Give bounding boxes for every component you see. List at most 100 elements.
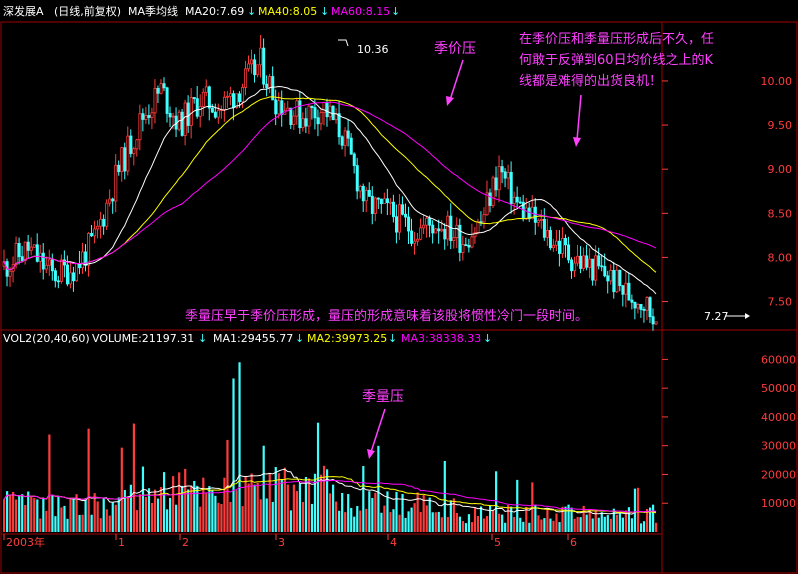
- volume-bar-down: [621, 517, 624, 532]
- candle-down: [304, 118, 308, 127]
- volume-bar-down: [543, 518, 546, 532]
- candle-up: [422, 224, 426, 229]
- candle-up: [645, 297, 649, 311]
- candle-down: [431, 224, 435, 234]
- volume-bar-up: [256, 482, 259, 532]
- candle-up: [413, 240, 417, 244]
- price-tick-label: 9.00: [768, 163, 793, 176]
- volume-bar-up: [15, 499, 18, 532]
- candle-down: [621, 285, 625, 295]
- candle-down: [117, 164, 121, 173]
- candle-down: [274, 99, 278, 115]
- volume-bar-down: [371, 498, 374, 532]
- candle-down: [123, 147, 127, 172]
- candle-down: [564, 237, 568, 246]
- volume-bar-up: [184, 468, 187, 532]
- volume-bar-up: [135, 510, 139, 532]
- volume-bar-down: [274, 467, 277, 532]
- volume-bar-up: [229, 502, 232, 532]
- volume-bar-down: [123, 490, 126, 532]
- price-tick-label: 9.50: [768, 119, 793, 132]
- candle-up: [524, 207, 528, 220]
- candle-up: [473, 232, 477, 238]
- volume-bar-up: [190, 485, 193, 532]
- volume-bar-down: [304, 476, 308, 532]
- candle-up: [38, 252, 42, 262]
- volume-bar-down: [208, 486, 211, 532]
- volume-tick-label: 10000: [761, 497, 796, 510]
- vol-ma3-arrow: ↓: [483, 332, 492, 345]
- candle-up: [624, 282, 628, 295]
- volume-pressure-label: 季量压: [362, 389, 404, 405]
- volume-bars: [3, 362, 658, 532]
- candle-up: [382, 198, 386, 205]
- ma40-arrow: ↓: [320, 5, 329, 18]
- candle-down: [395, 216, 399, 233]
- candle-down: [642, 309, 646, 311]
- candle-down: [289, 107, 293, 125]
- vol-ma2-value: MA2:39973.25: [307, 332, 387, 345]
- chart-frame: [0, 21, 798, 574]
- candle-down: [558, 240, 562, 254]
- candle-up: [150, 112, 154, 118]
- candle-up: [373, 197, 377, 214]
- candle-down: [355, 165, 359, 192]
- candle-down: [567, 244, 571, 261]
- volume-bar-up: [220, 504, 223, 532]
- candle-up: [482, 214, 486, 223]
- candle-up: [132, 148, 136, 154]
- candle-down: [648, 297, 652, 318]
- candle-up: [545, 230, 549, 238]
- volume-bar-up: [114, 504, 117, 532]
- price-pressure-label: 季价压: [434, 41, 476, 57]
- candle-down: [310, 105, 314, 109]
- vol-ma1-value: MA1:29455.77: [213, 332, 293, 345]
- candle-down: [606, 275, 610, 282]
- volume-bar-down: [181, 485, 184, 532]
- volume-bar-up: [93, 493, 96, 532]
- volume-bar-up: [223, 477, 226, 532]
- volume-bar-down: [467, 514, 471, 532]
- candle-up: [440, 228, 444, 232]
- volume-bar-up: [202, 477, 205, 532]
- candle-up: [153, 88, 157, 114]
- candle-up: [99, 218, 103, 227]
- candle-up: [573, 262, 577, 272]
- candle-up: [582, 255, 586, 269]
- volume-bar-down: [21, 494, 24, 532]
- candle-up: [539, 218, 543, 221]
- volume-bar-up: [96, 501, 99, 532]
- volume-bar-up: [259, 499, 262, 532]
- volume-bar-down: [516, 479, 519, 532]
- volume-bar-up: [39, 518, 42, 532]
- candle-down: [428, 217, 432, 226]
- volume-bar-down: [479, 506, 483, 532]
- volume-bar-down: [347, 494, 350, 532]
- volume-bar-down: [169, 497, 172, 532]
- volume-bar-down: [27, 491, 30, 532]
- volume-bar-up: [425, 505, 428, 532]
- candle-down: [376, 197, 380, 200]
- volume-bar-down: [72, 499, 75, 532]
- candle-up: [434, 228, 438, 234]
- candle-up: [120, 147, 124, 173]
- candle-down: [210, 107, 214, 113]
- candle-down: [600, 265, 604, 268]
- volume-bar-down: [332, 484, 335, 532]
- volume-bar-down: [488, 505, 492, 532]
- volume-bar-down: [395, 491, 398, 532]
- volume-bar-down: [428, 497, 431, 532]
- volume-bar-up: [389, 512, 392, 532]
- candle-down: [129, 135, 133, 154]
- candle-up: [183, 102, 187, 136]
- volume-bar-up: [329, 493, 332, 532]
- volume-bar-up: [446, 517, 449, 532]
- volume-bar-down: [407, 511, 410, 532]
- candle-up: [159, 83, 163, 94]
- candle-down: [515, 196, 519, 203]
- volume-bar-up: [492, 510, 495, 532]
- candle-up: [576, 255, 580, 264]
- candle-down: [603, 266, 607, 277]
